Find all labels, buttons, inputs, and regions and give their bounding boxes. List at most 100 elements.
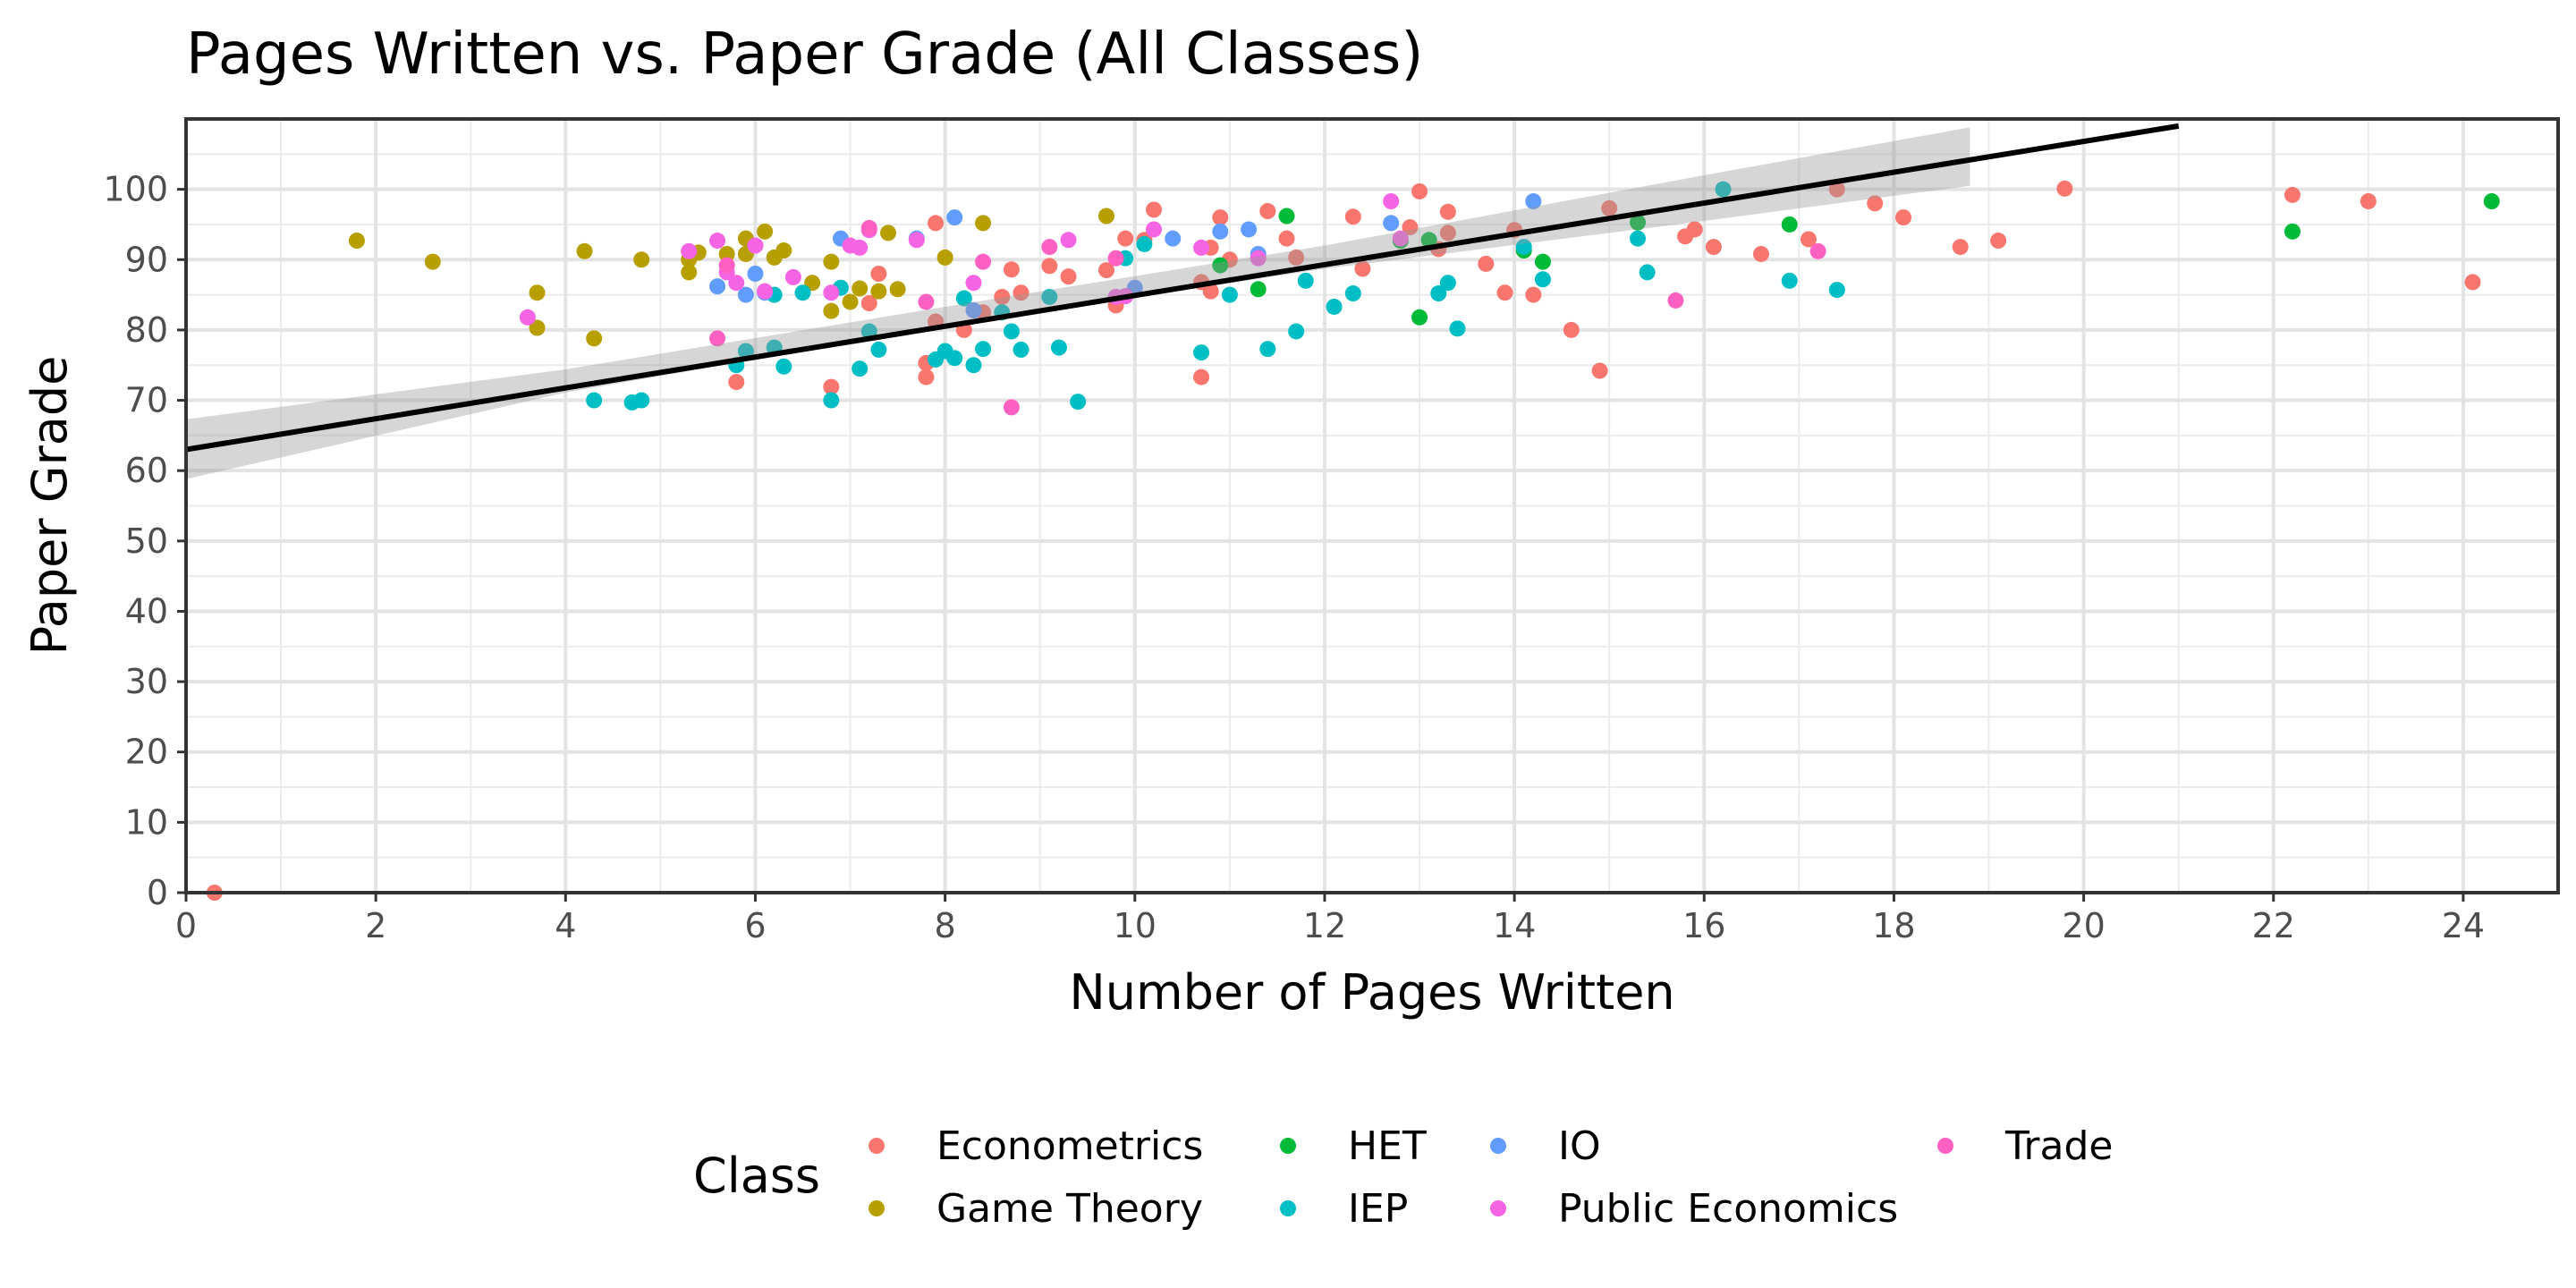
- data-point: [1952, 239, 1969, 256]
- data-point: [1136, 235, 1153, 252]
- legend-item: Public Economics: [1490, 1186, 1898, 1232]
- x-tick-label: 18: [1872, 906, 1915, 945]
- data-point: [1097, 208, 1114, 225]
- data-point: [1288, 249, 1305, 266]
- data-point: [975, 253, 992, 270]
- data-point: [1297, 272, 1314, 289]
- data-point: [1041, 288, 1058, 305]
- y-tick-label: 20: [125, 733, 168, 772]
- y-axis-ticks: 0 10 20 30 40 50 60 70 80 90 100: [103, 170, 186, 912]
- data-point: [852, 239, 869, 256]
- data-point: [1525, 193, 1542, 210]
- data-point: [2284, 223, 2301, 240]
- data-point: [975, 215, 992, 232]
- x-tick-label: 22: [2252, 906, 2295, 945]
- y-tick-label: 40: [125, 591, 168, 631]
- data-point: [870, 341, 887, 358]
- data-point: [946, 209, 963, 226]
- data-point: [586, 330, 603, 347]
- data-point: [1250, 281, 1267, 298]
- data-point: [1212, 223, 1229, 240]
- legend-key: [1937, 1138, 1953, 1154]
- data-point: [1259, 203, 1276, 220]
- data-point: [737, 343, 754, 360]
- x-tick-label: 6: [744, 906, 766, 945]
- data-point: [1013, 341, 1030, 358]
- data-point: [633, 392, 650, 409]
- y-tick-label: 90: [125, 240, 168, 279]
- legend-item: Trade: [1937, 1123, 2113, 1169]
- legend-key: [869, 1138, 885, 1154]
- data-point: [1354, 260, 1371, 277]
- data-point: [870, 283, 887, 300]
- data-point: [1003, 323, 1020, 340]
- data-point: [1060, 232, 1077, 249]
- legend-item: Econometrics: [869, 1123, 1203, 1169]
- data-point: [1221, 286, 1238, 303]
- x-tick-label: 8: [935, 906, 956, 945]
- data-point: [1060, 268, 1077, 285]
- data-point: [681, 242, 698, 259]
- data-point: [1639, 264, 1656, 281]
- data-point: [1630, 214, 1647, 231]
- data-point: [1146, 221, 1163, 238]
- data-point: [1041, 239, 1058, 256]
- data-point: [2360, 193, 2377, 210]
- x-tick-label: 16: [1682, 906, 1725, 945]
- data-point: [955, 290, 972, 307]
- data-point: [852, 280, 869, 297]
- y-tick-label: 0: [147, 873, 168, 912]
- legend-key: [1280, 1200, 1296, 1216]
- y-tick-label: 100: [103, 170, 168, 209]
- data-point: [860, 295, 877, 312]
- data-point: [1990, 233, 2007, 250]
- data-point: [1193, 239, 1210, 256]
- data-point: [946, 350, 963, 367]
- data-point: [1003, 261, 1020, 278]
- y-tick-label: 30: [125, 662, 168, 701]
- data-point: [1630, 230, 1647, 247]
- data-point: [1117, 230, 1134, 247]
- legend-item: IEP: [1280, 1186, 1408, 1232]
- data-point: [1534, 271, 1551, 288]
- data-point: [2284, 186, 2301, 203]
- data-point: [2464, 274, 2481, 291]
- data-point: [1515, 239, 1532, 256]
- x-axis-title: Number of Pages Written: [1069, 964, 1674, 1021]
- data-point: [1715, 181, 1732, 198]
- data-point: [784, 268, 801, 285]
- legend-key: [1490, 1200, 1506, 1216]
- data-point: [1107, 250, 1124, 267]
- grid-major: [184, 119, 2558, 894]
- data-point: [1165, 230, 1182, 247]
- data-point: [718, 245, 735, 262]
- x-tick-label: 0: [175, 906, 197, 945]
- data-point: [757, 223, 774, 240]
- data-point: [757, 283, 774, 300]
- data-point: [1895, 209, 1912, 226]
- data-point: [1212, 257, 1229, 274]
- data-point: [1667, 292, 1684, 309]
- data-point: [928, 215, 945, 232]
- legend: Class Econometrics Game Theory HET IEP IO Pub…: [693, 1123, 2113, 1232]
- data-point: [728, 275, 745, 292]
- data-point: [1781, 272, 1798, 289]
- data-point: [823, 392, 840, 409]
- data-point: [1383, 215, 1400, 232]
- chart-title: Pages Written vs. Paper Grade (All Class…: [186, 21, 1423, 88]
- data-point: [1411, 182, 1428, 199]
- legend-label: HET: [1348, 1123, 1427, 1169]
- legend-label: Public Economics: [1558, 1186, 1898, 1232]
- data-point: [1478, 255, 1495, 272]
- data-point: [718, 257, 735, 274]
- data-point: [1041, 258, 1058, 275]
- data-point: [529, 284, 546, 301]
- data-point: [1525, 286, 1542, 303]
- data-point: [519, 309, 536, 326]
- legend-label: Econometrics: [936, 1123, 1203, 1169]
- data-point: [1591, 362, 1608, 379]
- data-point: [1288, 323, 1305, 340]
- legend-key: [1490, 1138, 1506, 1154]
- x-axis-ticks: 0 2 4 6 8 10 12 14 16 18 20 22 24: [175, 893, 2485, 945]
